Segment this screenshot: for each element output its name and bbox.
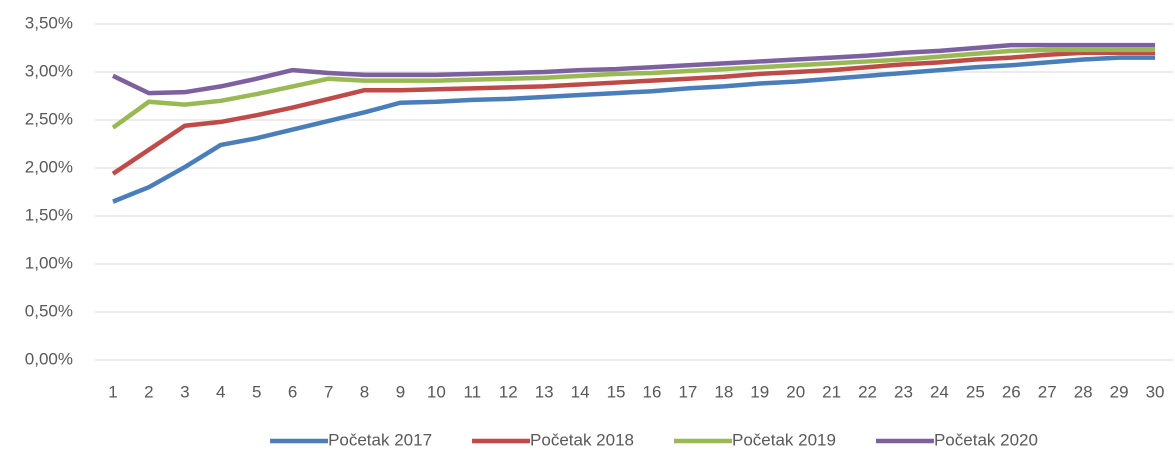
x-tick-label: 10	[427, 382, 446, 401]
legend-label: Početak 2018	[530, 430, 634, 449]
x-tick-label: 4	[216, 382, 225, 401]
series-line	[112, 55, 1156, 204]
legend-label: Početak 2020	[934, 430, 1038, 449]
x-tick-label: 6	[288, 382, 297, 401]
x-tick-label: 20	[786, 382, 805, 401]
x-tick-label: 30	[1146, 382, 1165, 401]
x-tick-label: 16	[643, 382, 662, 401]
y-tick-label: 1,50%	[25, 205, 73, 224]
x-tick-label: 21	[822, 382, 841, 401]
x-tick-label: 25	[966, 382, 985, 401]
x-tick-label: 22	[858, 382, 877, 401]
series-line	[111, 47, 1156, 130]
y-tick-label: 2,00%	[25, 157, 73, 176]
y-tick-label: 0,00%	[25, 349, 73, 368]
x-tick-label: 28	[1074, 382, 1093, 401]
y-tick-label: 3,50%	[25, 13, 73, 32]
x-tick-label: 9	[396, 382, 405, 401]
legend-label: Početak 2017	[328, 430, 432, 449]
x-tick-label: 2	[144, 382, 153, 401]
x-tick-label: 14	[571, 382, 590, 401]
y-tick-label: 0,50%	[25, 301, 73, 320]
x-tick-label: 19	[750, 382, 769, 401]
x-tick-label: 26	[1002, 382, 1021, 401]
series-line	[111, 50, 1156, 176]
series-line	[111, 42, 1156, 96]
x-tick-label: 11	[463, 382, 481, 401]
x-tick-label: 7	[324, 382, 333, 401]
y-tick-label: 2,50%	[25, 109, 73, 128]
x-tick-label: 29	[1110, 382, 1129, 401]
x-tick-label: 13	[535, 382, 554, 401]
x-tick-label: 23	[894, 382, 913, 401]
x-tick-label: 15	[607, 382, 626, 401]
x-tick-label: 27	[1038, 382, 1057, 401]
legend-label: Početak 2019	[732, 430, 836, 449]
x-tick-label: 24	[930, 382, 949, 401]
x-tick-label: 18	[714, 382, 733, 401]
x-tick-label: 17	[678, 382, 697, 401]
x-tick-label: 1	[108, 382, 117, 401]
x-tick-label: 8	[360, 382, 369, 401]
y-tick-label: 1,00%	[25, 253, 73, 272]
x-tick-label: 12	[499, 382, 518, 401]
x-tick-label: 3	[180, 382, 189, 401]
x-tick-label: 5	[252, 382, 261, 401]
y-tick-label: 3,00%	[25, 61, 73, 80]
